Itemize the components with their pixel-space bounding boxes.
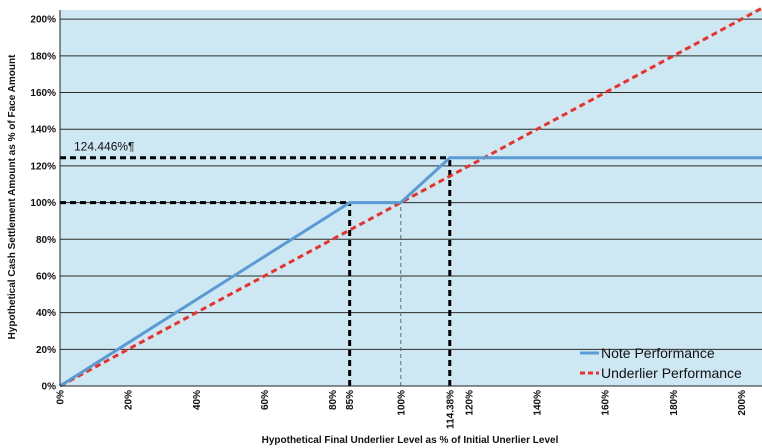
y-axis-title: Hypothetical Cash Settlement Amount as %… — [7, 54, 18, 340]
y-tick-label-2: 40% — [36, 308, 56, 319]
legend: Note Performance Underlier Performance — [580, 345, 742, 381]
y-tick-label-10: 200% — [30, 15, 56, 26]
x-tick-label-9: 140% — [533, 390, 544, 416]
x-tick-label-2: 40% — [192, 390, 203, 410]
y-tick-label-3: 60% — [36, 271, 56, 282]
plot-area — [60, 10, 762, 386]
x-tick-label-10: 160% — [601, 390, 612, 416]
y-tick-label-6: 120% — [30, 161, 56, 172]
y-tick-label-7: 140% — [30, 125, 56, 136]
x-tick-label-6: 100% — [396, 390, 407, 416]
x-tick-label-8: 120% — [464, 390, 475, 416]
y-tick-label-8: 160% — [30, 88, 56, 99]
legend-label-underlier: Underlier Performance — [601, 365, 742, 381]
x-tick-label-12: 200% — [737, 390, 748, 416]
series-line-underlier-performance — [59, 6, 762, 388]
x-tick-label-3: 60% — [260, 390, 271, 410]
y-tick-label-1: 20% — [36, 345, 56, 356]
annotation-label: 124.446%¶ — [74, 140, 135, 154]
y-tick-labels: 0% 20% 40% 60% 80% 100% 120% 140% 160% 180% 200% — [30, 15, 56, 393]
y-tick-label-4: 80% — [36, 235, 56, 246]
series-line-note-performance — [59, 156, 762, 388]
y-tick-label-5: 100% — [30, 198, 56, 209]
x-tick-label-1: 20% — [124, 390, 135, 410]
x-tick-labels: 0% 20% 40% 60% 80% 85% 100% 114.38% 120% 140% 160%… — [56, 390, 749, 429]
x-tick-label-0: 0% — [56, 390, 67, 405]
axes — [59, 10, 762, 387]
reference-lines — [60, 156, 452, 386]
y-tick-label-9: 180% — [30, 51, 56, 62]
series-lines — [59, 6, 762, 388]
legend-label-note: Note Performance — [601, 345, 715, 361]
x-tick-label-7: 114.38% — [445, 390, 456, 429]
x-tick-label-5: 85% — [345, 390, 356, 410]
y-tick-label-0: 0% — [42, 382, 57, 393]
x-tick-label-4: 80% — [328, 390, 339, 410]
x-axis-title: Hypothetical Final Underlier Level as % … — [262, 435, 559, 446]
x-tick-label-11: 180% — [669, 390, 680, 416]
